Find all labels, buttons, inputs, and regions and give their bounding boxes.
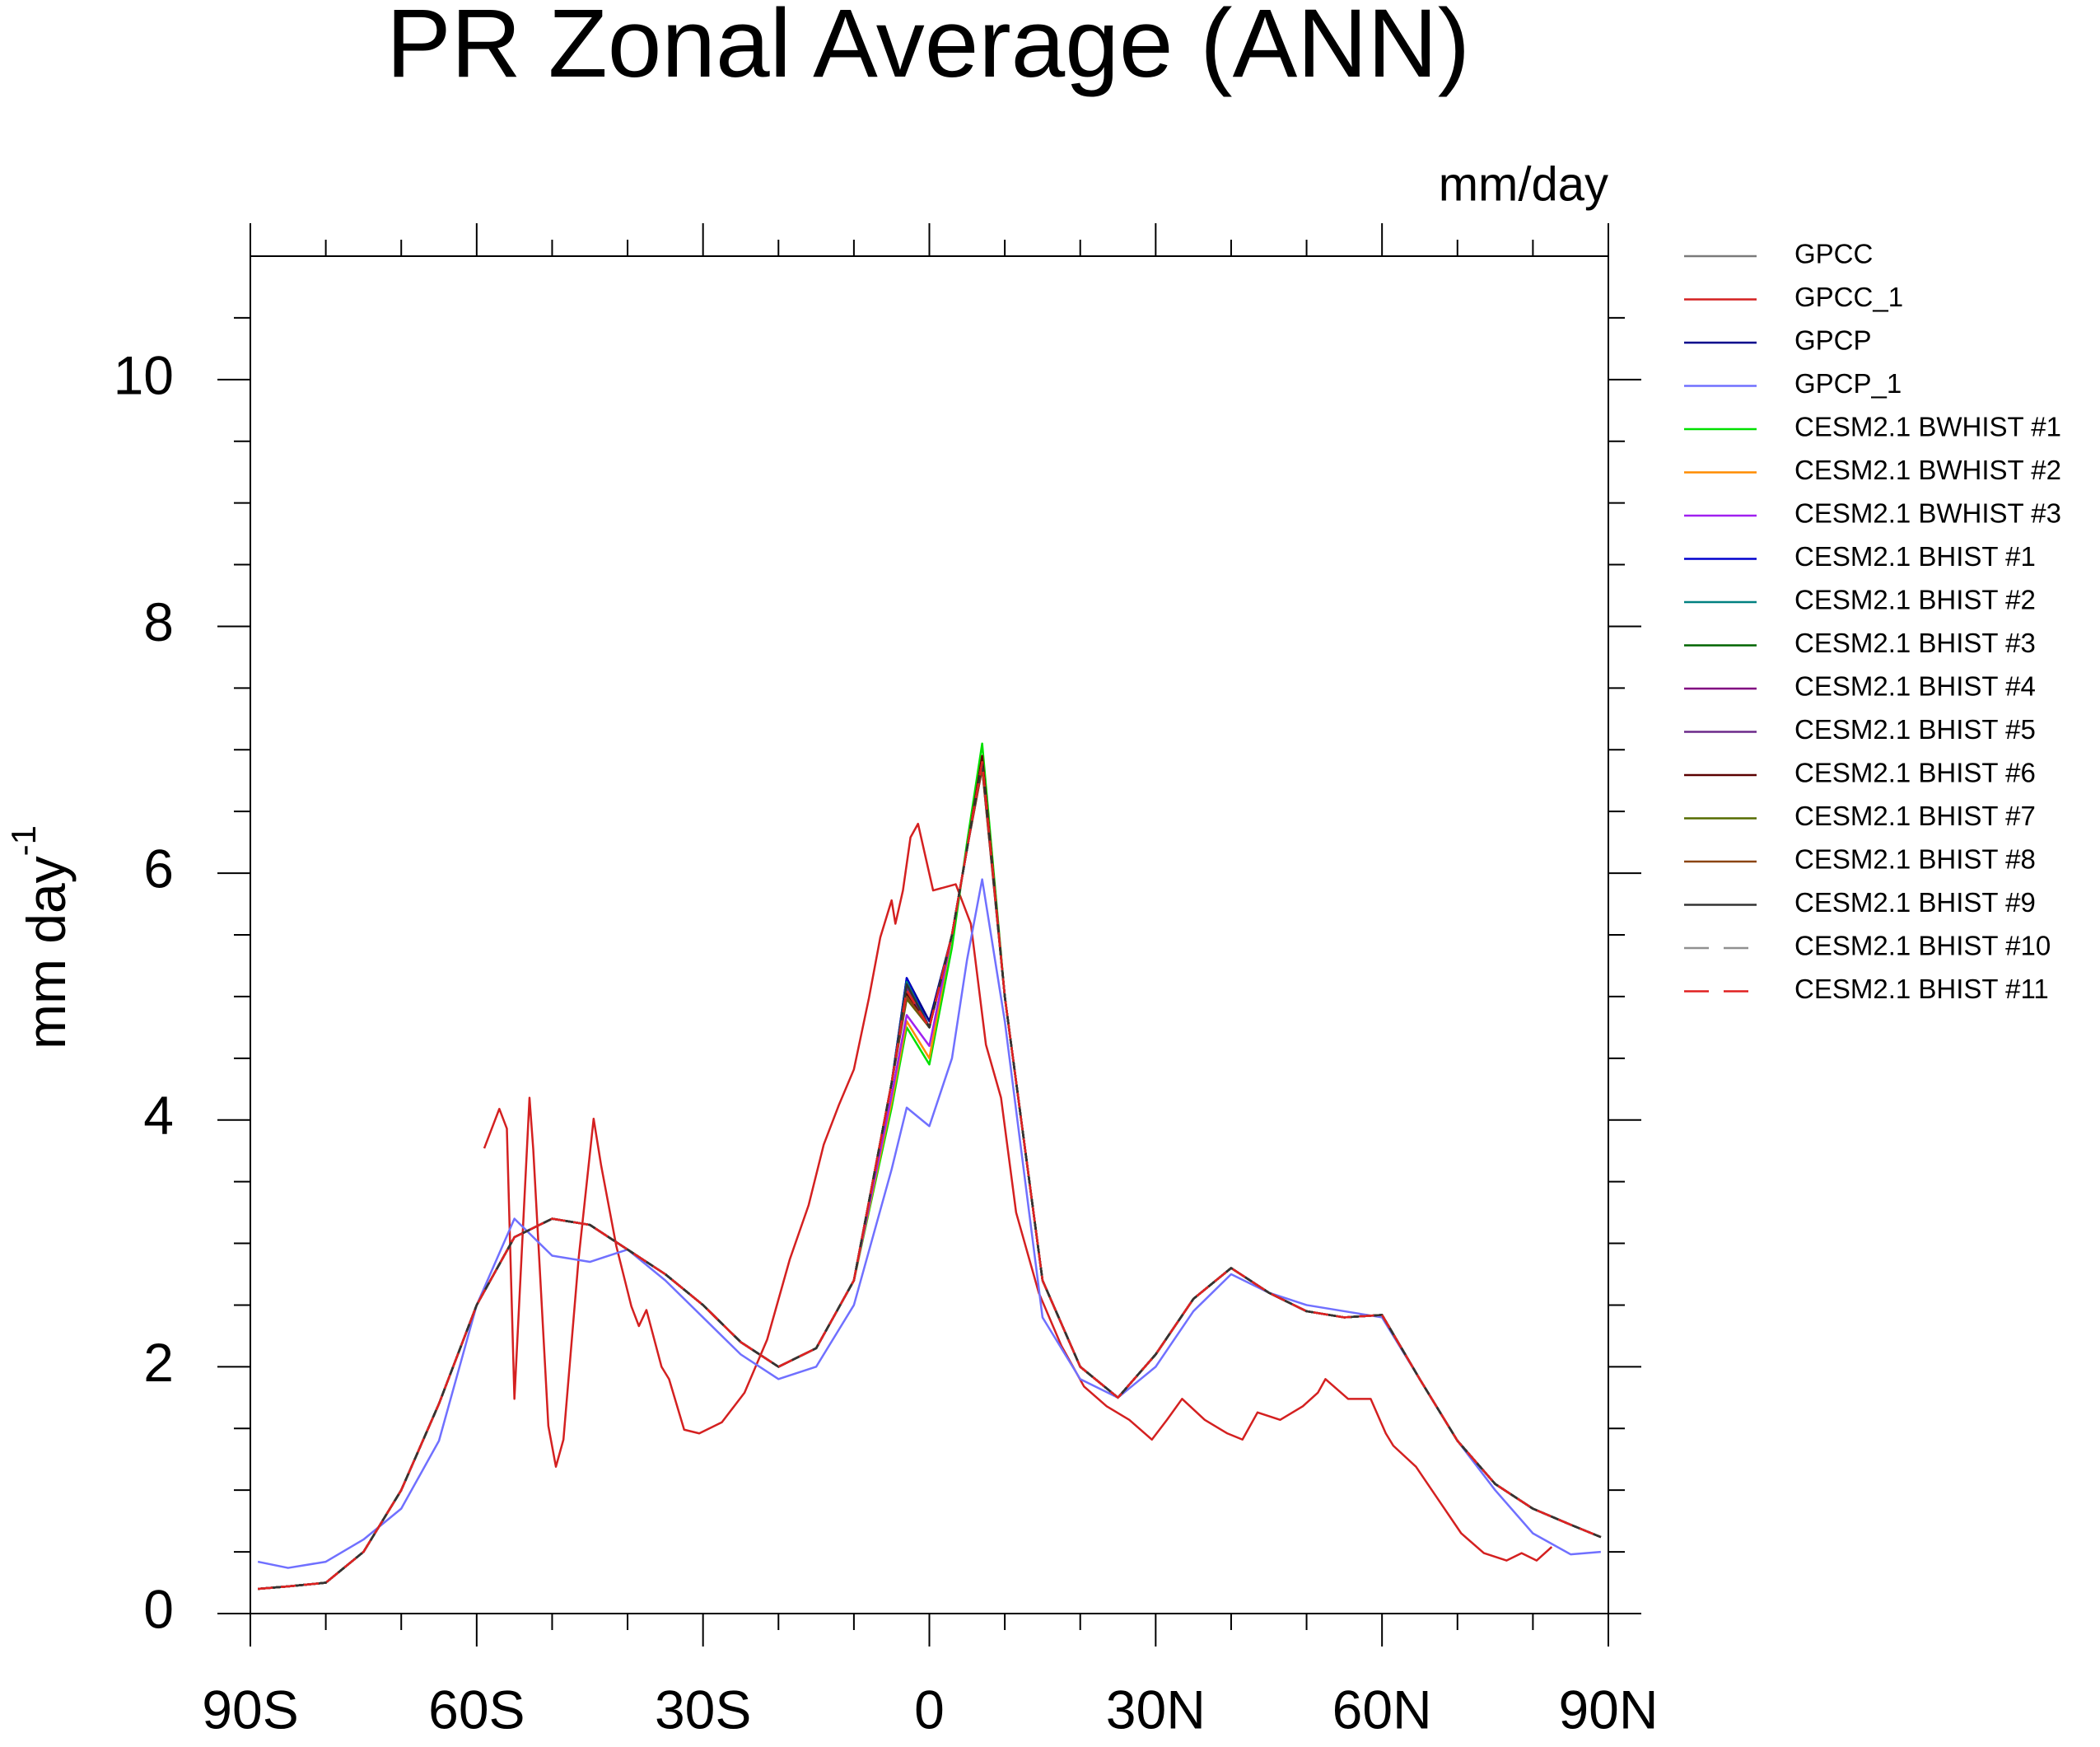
series-line	[258, 761, 1602, 1591]
legend-label: CESM2.1 BWHIST #2	[1794, 455, 2061, 485]
legend-label: GPCP_1	[1794, 368, 1902, 399]
series-line	[258, 767, 1602, 1591]
y-axis-label: mm day-1	[4, 825, 77, 1049]
legend-label: GPCP	[1794, 325, 1872, 356]
series-line	[483, 822, 1553, 1562]
legend-label: CESM2.1 BHIST #8	[1794, 844, 2036, 875]
x-tick-label: 0	[914, 1679, 945, 1740]
x-tick-label: 60S	[428, 1679, 525, 1740]
units-label: mm/day	[1439, 157, 1608, 211]
y-tick-label: 6	[143, 838, 174, 899]
y-tick-label: 0	[143, 1578, 174, 1639]
legend-label: CESM2.1 BHIST #7	[1794, 801, 2036, 831]
series-line	[258, 767, 1602, 1591]
y-tick-label: 4	[143, 1085, 174, 1146]
x-tick-label: 30N	[1106, 1679, 1206, 1740]
legend-label: CESM2.1 BHIST #11	[1794, 974, 2049, 1004]
legend-label: GPCC	[1794, 239, 1873, 269]
series-line	[258, 761, 1602, 1591]
legend-label: CESM2.1 BWHIST #1	[1794, 412, 2061, 442]
series-line	[258, 761, 1602, 1591]
legend-label: CESM2.1 BHIST #2	[1794, 585, 2036, 615]
series-line	[258, 761, 1602, 1591]
series-line	[258, 754, 1602, 1591]
series-line	[257, 878, 1601, 1569]
series-line	[258, 761, 1602, 1591]
legend-label: CESM2.1 BHIST #3	[1794, 628, 2036, 658]
legend-label: CESM2.1 BHIST #6	[1794, 758, 2036, 788]
x-tick-label: 30S	[655, 1679, 751, 1740]
chart-title: PR Zonal Average (ANN)	[386, 0, 1470, 98]
series-line	[258, 761, 1602, 1591]
plot-frame	[250, 255, 1609, 1614]
y-tick-label: 10	[114, 344, 174, 405]
legend-label: CESM2.1 BHIST #1	[1794, 541, 2036, 572]
series-line	[258, 761, 1602, 1591]
y-tick-label: 8	[143, 591, 174, 652]
series-line	[258, 761, 1602, 1591]
legend-label: CESM2.1 BHIST #4	[1794, 671, 2036, 702]
y-tick-label: 2	[143, 1332, 174, 1393]
x-tick-label: 60N	[1332, 1679, 1432, 1740]
series-line	[258, 761, 1602, 1591]
legend-label: CESM2.1 BHIST #10	[1794, 931, 2051, 961]
legend-label: CESM2.1 BHIST #9	[1794, 887, 2036, 918]
y-axis-label-text: mm day	[16, 856, 77, 1049]
x-tick-label: 90S	[202, 1679, 298, 1740]
legend-label: GPCC_1	[1794, 282, 1903, 312]
legend-label: CESM2.1 BWHIST #3	[1794, 498, 2061, 529]
series-line	[258, 761, 1602, 1591]
y-axis-label-superscript: -1	[4, 825, 43, 856]
x-tick-label: 90N	[1558, 1679, 1658, 1740]
series-line	[258, 761, 1602, 1591]
series-line	[258, 754, 1602, 1591]
legend-label: CESM2.1 BHIST #5	[1794, 714, 2036, 745]
